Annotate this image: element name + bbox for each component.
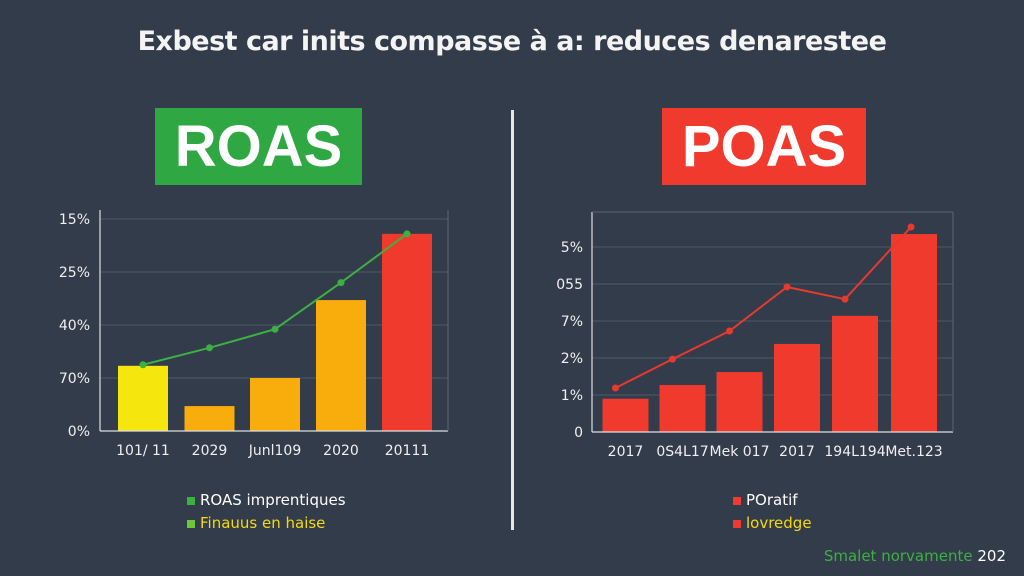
y-tick-label: 70%: [59, 371, 90, 387]
legend-swatch: [733, 519, 741, 528]
bar: [716, 372, 763, 432]
center-divider: [511, 110, 514, 530]
line-point: [841, 295, 849, 303]
line-point: [271, 325, 279, 333]
roas-badge: ROAS: [155, 108, 362, 185]
legend-swatch: [187, 519, 195, 528]
legend-swatch: [733, 496, 741, 505]
legend-item: Finauus en haise: [187, 512, 346, 535]
line-point: [403, 230, 411, 238]
x-tick-label: Junl109: [248, 443, 302, 459]
legend-item: lovredge: [733, 512, 812, 535]
bar: [602, 398, 649, 432]
x-tick-label: 20111: [385, 443, 430, 459]
poas-legend: POratif lovredge: [733, 489, 812, 535]
line-point: [726, 327, 733, 335]
bar: [250, 378, 300, 431]
line-point: [669, 355, 676, 363]
bar: [382, 233, 432, 431]
legend-swatch: [187, 496, 195, 505]
x-tick-label: 2020: [323, 443, 359, 459]
y-tick-label: 055: [556, 277, 583, 293]
footer-note: Smalet norvamente 202: [824, 547, 1006, 565]
footer-white-text: 202: [977, 547, 1006, 565]
y-tick-label: 15%: [59, 212, 90, 228]
line-point: [206, 344, 213, 352]
y-tick-label: 1%: [561, 388, 583, 404]
legend-item: POratif: [733, 489, 812, 512]
line-point: [907, 223, 915, 231]
line-series: [615, 226, 912, 389]
line-point: [783, 283, 791, 291]
x-tick-label: 2017: [779, 444, 815, 460]
legend-item: ROAS imprentiques: [187, 489, 346, 512]
poas-badge: POAS: [662, 108, 866, 185]
bar: [316, 300, 366, 431]
y-tick-label: 25%: [59, 265, 90, 281]
legend-label: lovredge: [746, 514, 812, 532]
bar: [832, 315, 878, 432]
y-tick-label: 2%: [561, 351, 583, 367]
line-series: [142, 233, 408, 366]
legend-label: Finauus en haise: [200, 514, 326, 532]
bar: [184, 406, 235, 431]
x-tick-label: 101/ 11: [116, 443, 170, 459]
line-point: [612, 384, 619, 392]
line-point: [139, 361, 147, 369]
bar: [118, 365, 168, 431]
bar: [891, 234, 937, 432]
footer-green-text: Smalet norvamente: [823, 547, 973, 565]
y-tick-label: 0%: [68, 424, 90, 440]
y-tick-label: 0: [574, 425, 583, 441]
legend-label: ROAS imprentiques: [200, 491, 346, 509]
bar: [774, 343, 820, 432]
x-tick-label: Met.123: [885, 444, 942, 460]
y-tick-label: 40%: [59, 318, 90, 334]
line-point: [337, 279, 345, 287]
x-tick-label: 194L194: [824, 444, 885, 460]
x-tick-label: 0S4L17: [656, 444, 708, 460]
y-tick-label: 7%: [561, 314, 583, 330]
x-tick-label: Mek 017: [710, 444, 770, 460]
legend-label: POratif: [746, 491, 798, 509]
bar: [659, 385, 706, 432]
roas-legend: ROAS imprentiques Finauus en haise: [187, 489, 346, 535]
y-tick-label: 5%: [561, 240, 583, 256]
x-tick-label: 2017: [608, 444, 644, 460]
page-title: Exbest car inits compasse à a: reduces d…: [137, 26, 887, 57]
x-tick-label: 2029: [192, 443, 228, 459]
